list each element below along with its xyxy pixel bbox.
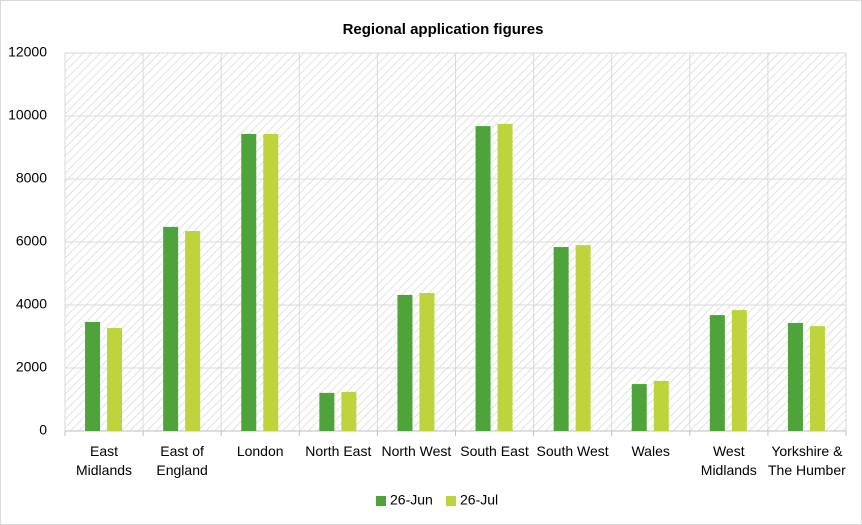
legend-swatch (446, 496, 456, 506)
chart-title: Regional application figures (343, 21, 544, 38)
bar (397, 294, 413, 431)
legend-label: 26-Jul (460, 492, 498, 508)
bar (419, 293, 435, 431)
x-tick-label: East Midlands (75, 443, 133, 478)
x-tick-label: London (236, 443, 284, 459)
bar (107, 327, 123, 431)
bar (575, 245, 591, 431)
bar (787, 322, 803, 431)
legend-label: 26-Jun (390, 492, 433, 508)
y-tick-label: 0 (39, 422, 47, 438)
bar (553, 247, 569, 431)
x-tick-label: Wales (631, 443, 670, 459)
bar (809, 326, 825, 431)
bar (653, 380, 669, 431)
y-tick-label: 8000 (16, 170, 47, 186)
bar (341, 391, 357, 431)
x-tick-label: North West (381, 443, 452, 459)
bar (85, 322, 101, 431)
bar (631, 384, 647, 431)
bar (185, 230, 201, 431)
bar (319, 392, 335, 431)
bar (263, 133, 279, 431)
x-tick-label: South West (536, 443, 609, 459)
bar (163, 226, 179, 431)
bar (709, 315, 725, 431)
x-tick-label: South East (460, 443, 529, 459)
y-tick-label: 2000 (16, 359, 47, 375)
y-tick-label: 12000 (8, 44, 47, 60)
y-tick-label: 10000 (8, 107, 47, 123)
legend-swatch (376, 496, 386, 506)
bar (731, 310, 747, 431)
x-tick-label: East of England (156, 443, 208, 478)
bar (497, 123, 513, 431)
x-tick-label: West Midlands (700, 443, 757, 478)
bar (475, 126, 491, 431)
x-tick-label: North East (305, 443, 372, 459)
x-tick-label: Yorkshire & The Humber (767, 443, 846, 478)
y-tick-label: 4000 (16, 296, 47, 312)
y-tick-label: 6000 (16, 233, 47, 249)
bar (241, 133, 257, 431)
